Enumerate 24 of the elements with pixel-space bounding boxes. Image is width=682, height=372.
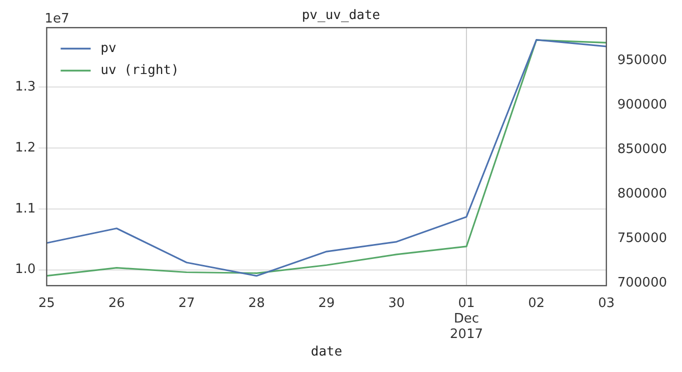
- x-axis-title: date: [310, 344, 342, 360]
- y2-tick-label: 850000: [617, 142, 668, 157]
- y-tick-label: 1.0: [14, 262, 36, 278]
- y2-tick-label: 800000: [617, 186, 668, 202]
- y2-tick-label: 950000: [617, 52, 668, 68]
- x-tick-label: 26: [108, 296, 125, 311]
- y-tick-label: 1.1: [14, 201, 36, 216]
- x-tick-label: 01 Dec 2017: [450, 296, 483, 342]
- chart-title: pv_uv_date: [302, 8, 380, 24]
- x-tick-label: 03: [598, 296, 615, 311]
- x-tick-label: 02: [528, 296, 545, 311]
- x-tick-label: 27: [178, 296, 195, 311]
- y2-tick-label: 750000: [617, 230, 668, 246]
- y2-tick-label: 900000: [617, 97, 668, 112]
- x-tick-label: 25: [38, 296, 55, 311]
- x-tick-label: 30: [388, 296, 405, 311]
- y-tick-label: 1.2: [14, 140, 36, 156]
- y-tick-label: 1.3: [14, 80, 36, 95]
- x-tick-label: 28: [248, 296, 265, 311]
- x-tick-label: 29: [318, 296, 335, 311]
- legend-label: pv: [100, 40, 116, 56]
- text: 1e7: [44, 11, 70, 26]
- legend-label: uv (right): [100, 62, 179, 78]
- y2-tick-label: 700000: [617, 275, 668, 290]
